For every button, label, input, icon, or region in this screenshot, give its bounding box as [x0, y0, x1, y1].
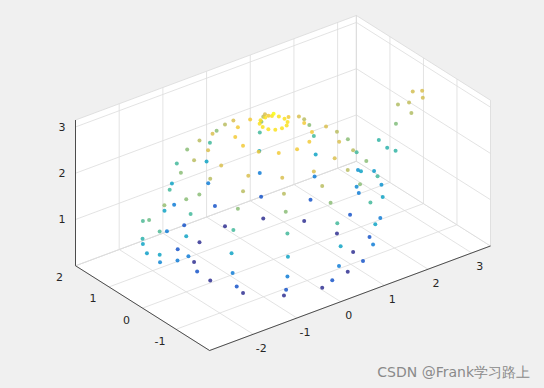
svg-text:1: 1: [389, 293, 396, 306]
svg-text:2: 2: [56, 271, 63, 284]
html-text:CSDN @Frank学习路上: CSDN @Frank学习路上: [377, 364, 530, 380]
svg-text:3: 3: [59, 120, 66, 133]
svg-text:2: 2: [59, 167, 66, 180]
svg-text:0: 0: [345, 309, 352, 322]
svg-text:-1: -1: [299, 326, 310, 339]
svg-text:-1: -1: [155, 335, 166, 348]
svg-text:3: 3: [476, 260, 483, 273]
svg-text:-2: -2: [256, 342, 267, 355]
svg-text:1: 1: [59, 213, 66, 226]
svg-text:1: 1: [90, 292, 97, 305]
svg-text:2: 2: [433, 277, 440, 290]
svg-text:0: 0: [123, 314, 130, 327]
